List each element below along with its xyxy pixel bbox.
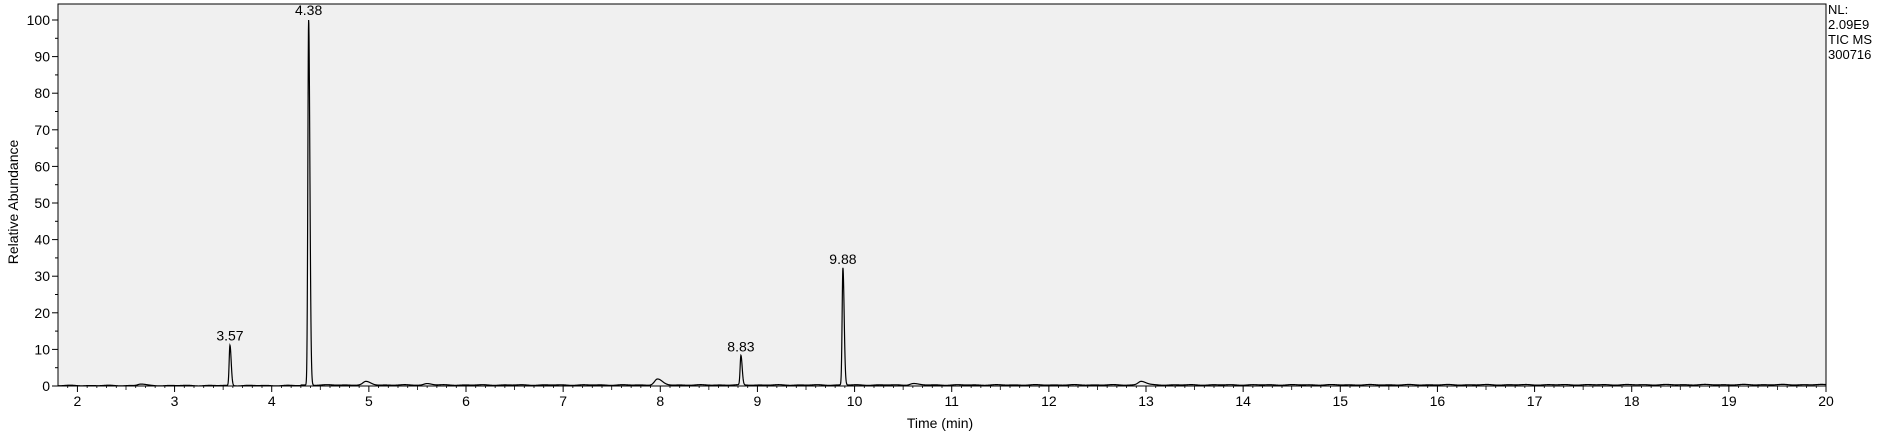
x-tick-label: 10: [847, 393, 863, 409]
y-axis-title: Relative Abundance: [5, 140, 21, 265]
y-tick-label: 80: [34, 85, 50, 101]
x-tick-label: 11: [944, 393, 959, 409]
info-line: 2.09E9: [1828, 17, 1869, 32]
x-axis: 2 3 4 5 6 7 8 9 10 11 12 13 14 15 16 17 18 19 20: [67, 386, 1834, 409]
x-tick-label: 16: [1430, 393, 1446, 409]
y-tick-label: 70: [34, 122, 50, 138]
y-tick-label: 50: [34, 195, 50, 211]
x-tick-label: 5: [365, 393, 373, 409]
x-tick-label: 14: [1235, 393, 1251, 409]
info-line: 300716: [1828, 47, 1871, 62]
x-tick-label: 7: [559, 393, 567, 409]
y-tick-label: 40: [34, 232, 50, 248]
tic-trace-line: [57, 19, 1827, 387]
x-tick-label: 17: [1527, 393, 1543, 409]
x-tick-label: 8: [656, 393, 664, 409]
x-tick-label: 2: [74, 393, 82, 409]
x-tick-label: 3: [171, 393, 179, 409]
x-tick-label: 15: [1332, 393, 1348, 409]
x-tick-label: 20: [1818, 393, 1834, 409]
peak-label: 9.88: [829, 251, 856, 267]
x-tick-label: 13: [1138, 393, 1154, 409]
y-tick-label: 10: [34, 341, 50, 357]
y-tick-label: 0: [42, 378, 50, 394]
peak-label: 8.83: [727, 339, 754, 355]
y-tick-label: 60: [34, 158, 50, 174]
y-axis: 0 10 20 30 40 50 60 70 80 90 100: [27, 12, 58, 394]
x-tick-label: 9: [754, 393, 762, 409]
y-tick-label: 90: [34, 49, 50, 65]
info-line: TIC MS: [1828, 32, 1872, 47]
x-axis-title: Time (min): [907, 415, 973, 431]
x-tick-label: 19: [1721, 393, 1737, 409]
peak-label: 3.57: [216, 328, 243, 344]
peak-labels: 3.57 4.38 8.83 9.88: [216, 2, 856, 355]
x-tick-label: 6: [462, 393, 470, 409]
peak-label: 4.38: [295, 2, 322, 18]
x-tick-label: 4: [268, 393, 276, 409]
y-tick-label: 30: [34, 268, 50, 284]
y-tick-label: 100: [27, 12, 51, 28]
plot-area: [57, 3, 1827, 387]
x-tick-label: 18: [1624, 393, 1640, 409]
info-line: NL:: [1828, 2, 1848, 17]
x-tick-label: 12: [1041, 393, 1057, 409]
y-tick-label: 20: [34, 305, 50, 321]
